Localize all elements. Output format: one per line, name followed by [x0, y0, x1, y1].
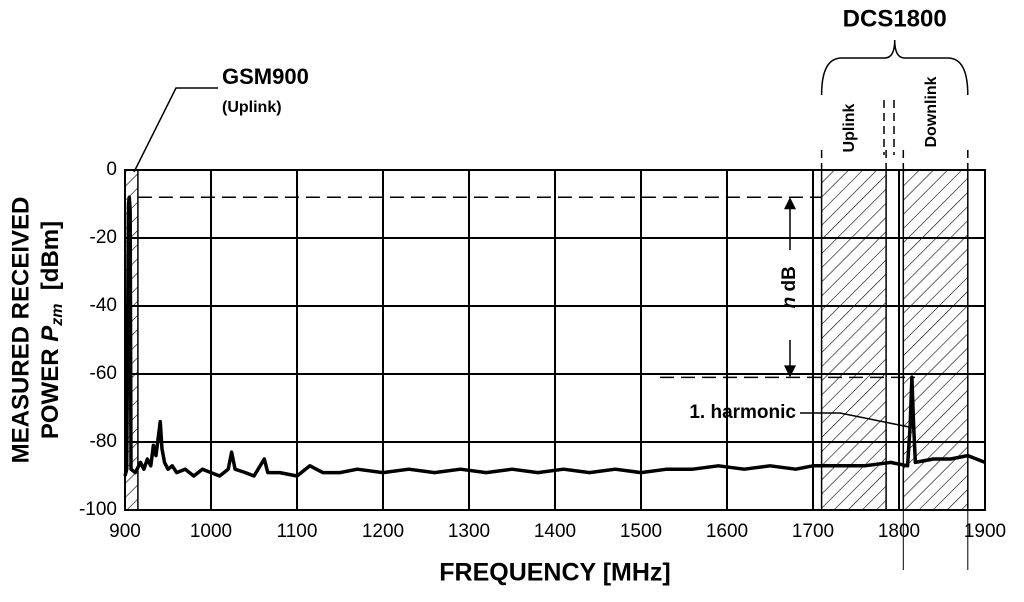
- band-label: Downlink: [923, 76, 940, 147]
- y-axis-label: POWER Pzm [dBm]: [37, 221, 70, 439]
- x-tick-label: 1800: [878, 521, 920, 542]
- level-label-italic: n: [779, 297, 800, 309]
- x-tick-label: 1100: [277, 521, 318, 542]
- x-tick-label: 1400: [534, 521, 576, 542]
- y-tick-label: 0: [106, 159, 117, 180]
- group-label: DCS1800: [843, 5, 947, 32]
- x-tick-label: 900: [109, 521, 141, 542]
- x-tick-label: 1300: [448, 521, 490, 542]
- level-label: n dB: [779, 266, 800, 308]
- series-line: [123, 195, 986, 478]
- x-axis-label: FREQUENCY [MHz]: [439, 559, 670, 587]
- y-tick-label: -80: [90, 431, 117, 452]
- gsm-sublabel: (Uplink): [222, 99, 282, 116]
- gsm-label: GSM900: [222, 64, 309, 89]
- x-tick-label: 1600: [706, 521, 748, 542]
- y-tick-label: -60: [90, 363, 117, 384]
- leader: [800, 412, 915, 429]
- y-tick-label: -100: [79, 499, 117, 520]
- x-tick-label: 1500: [620, 521, 662, 542]
- y-tick-label: -20: [90, 227, 117, 248]
- arrowhead: [784, 365, 796, 378]
- x-tick-label: 1200: [362, 521, 404, 542]
- y-label-subscript: zm: [49, 304, 66, 327]
- x-tick-label: 1000: [190, 521, 232, 542]
- x-tick-label: 1900: [964, 521, 1006, 542]
- band-label: Uplink: [841, 103, 858, 152]
- leader: [133, 87, 218, 173]
- plot-border: [124, 169, 986, 511]
- y-label-symbol: P: [37, 325, 64, 342]
- y-axis-label: MEASURED RECEIVED: [7, 197, 34, 464]
- peak-label: 1. harmonic: [689, 402, 796, 423]
- level-label-text: dB: [779, 266, 800, 291]
- y-tick-label: -40: [90, 295, 117, 316]
- y-label-unit: [dBm]: [37, 221, 64, 290]
- arrowhead: [784, 197, 796, 210]
- x-tick-label: 1700: [792, 521, 834, 542]
- band: [820, 169, 887, 511]
- y-label-prefix: POWER: [37, 348, 64, 439]
- brace: [820, 39, 969, 96]
